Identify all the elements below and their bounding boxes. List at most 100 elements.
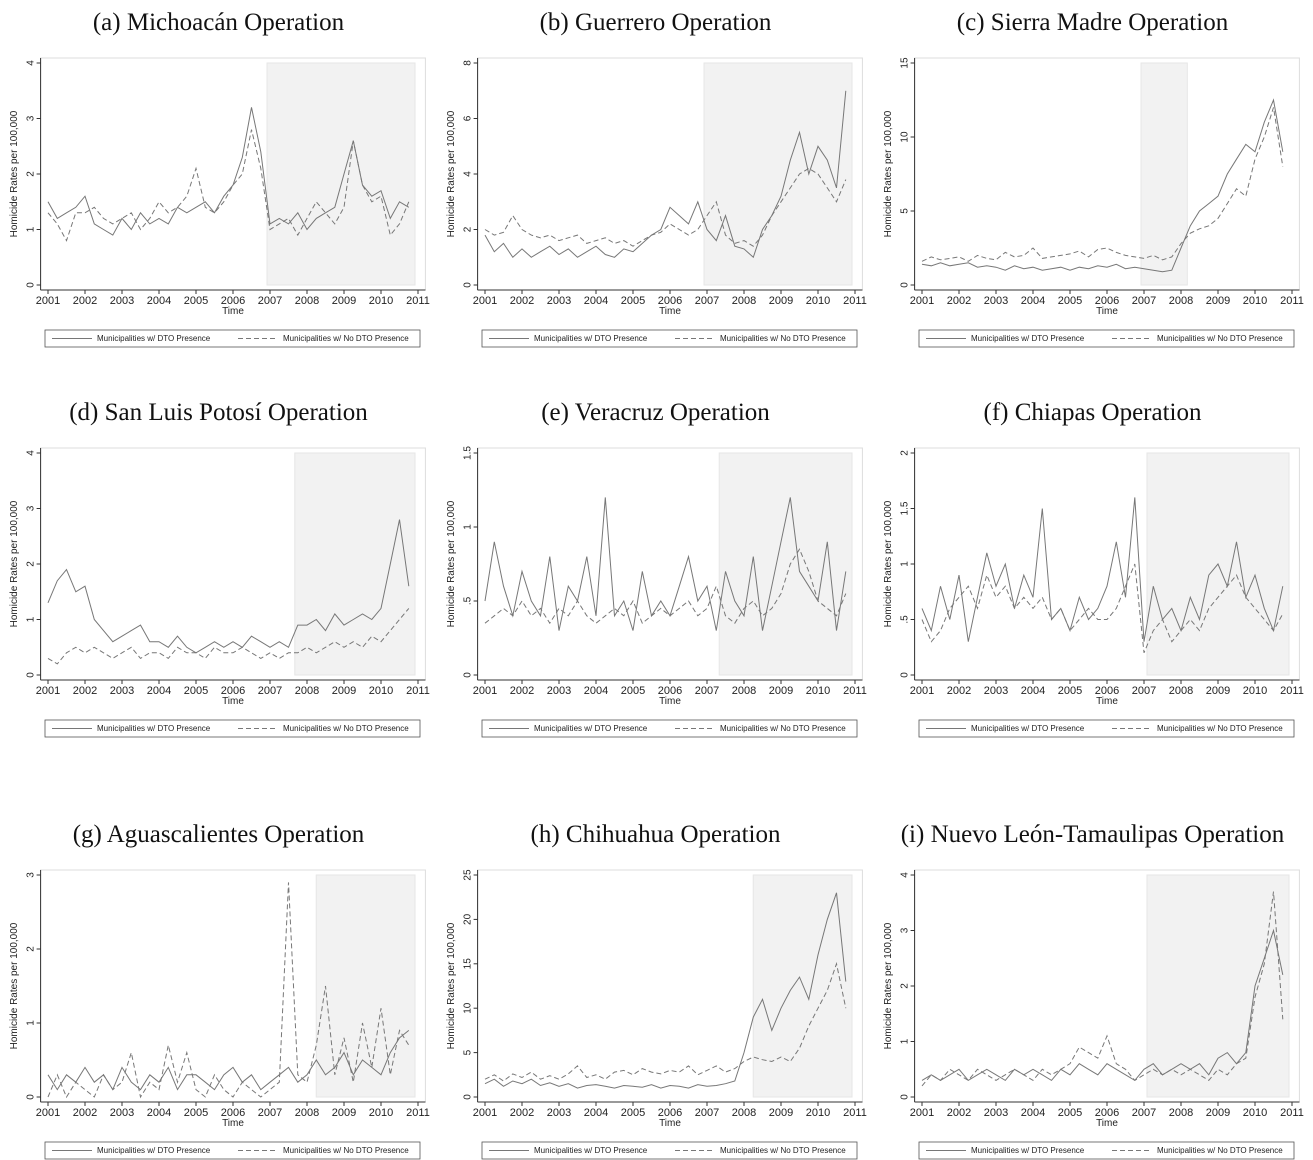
plot-frame [914,57,1300,291]
chart-panel: 0 .5 1 1.5 2001 2002 2003 2004 2005 2006 2007 2008 2… [437,390,874,738]
x-tick-label: 2007 [1132,295,1156,307]
x-tick-label: 2006 [221,295,245,307]
legend-label: Municipalities w/ No DTO Presence [720,1146,846,1155]
x-tick-label: 2003 [110,685,134,697]
y-tick-label: 0 [26,672,37,678]
x-tick-label: 2010 [806,295,830,307]
y-tick-label: 0 [463,672,474,678]
x-tick-label: 2007 [695,295,719,307]
y-axis-title: Homicide Rates per 100,000 [446,110,457,237]
legend-label: Municipalities w/ DTO Presence [534,334,648,343]
series-line [921,497,1284,642]
x-tick-label: 2003 [547,685,571,697]
chart-panel: 0 1 2 3 4 2001 2002 2003 2004 2005 2006 2007 2008 200… [0,390,437,738]
x-tick-label: 2011 [406,685,430,697]
x-tick-label: 2001 [36,1107,60,1119]
chart-title: (h) Chihuahua Operation [530,821,781,848]
shaded-period [752,874,853,1098]
legend-label: Municipalities w/ No DTO Presence [1157,1146,1283,1155]
x-tick-label: 2010 [806,685,830,697]
y-tick-label: 1.5 [900,501,911,515]
x-tick-label: 2002 [73,295,97,307]
series-line [484,548,847,625]
chart-title-box: (g) Aguascalientes Operation [10,812,427,850]
x-tick-label: 2009 [769,295,793,307]
chart-panel: 0 1 2 3 2001 2002 2003 2004 2005 2006 2007 2008 2009… [0,812,437,1160]
legend-label: Municipalities w/ DTO Presence [97,334,211,343]
chart: 0 2 4 6 8 2001 2002 2003 2004 2005 2006 2007 2008 200… [446,57,867,348]
x-tick-label: 2008 [732,685,756,697]
y-tick-label: 6 [463,115,474,121]
x-tick-label: 2006 [221,1107,245,1119]
x-tick-label: 2011 [406,295,430,307]
x-tick-label: 2002 [510,1107,534,1119]
x-tick-label: 2007 [1132,1107,1156,1119]
x-tick-label: 2009 [1206,685,1230,697]
series-line [484,497,847,631]
x-tick-label: 2010 [1243,295,1267,307]
y-tick-label: 0 [900,282,911,288]
series-line [47,519,410,654]
x-tick-label: 2004 [147,685,171,697]
series-line [921,107,1284,262]
y-axis-title: Homicide Rates per 100,000 [9,922,20,1049]
series-line [484,961,847,1082]
x-tick-label: 2002 [73,685,97,697]
y-tick-label: 5 [900,208,911,214]
x-tick-label: 2006 [658,295,682,307]
x-tick-label: 2010 [806,1107,830,1119]
x-tick-label: 2004 [584,685,608,697]
legend-box [481,329,858,348]
x-tick-label: 2011 [1280,295,1304,307]
x-tick-label: 2004 [1021,295,1045,307]
x-tick-label: 2007 [258,685,282,697]
x-tick-label: 2010 [1243,1107,1267,1119]
x-tick-label: 2001 [473,685,497,697]
y-axis-title: Homicide Rates per 100,000 [883,110,894,237]
chart: 0 1 2 3 4 2001 2002 2003 2004 2005 2006 2007 2008 200… [9,57,430,348]
x-tick-label: 2008 [1169,1107,1193,1119]
series-line [921,98,1284,273]
x-tick-label: 2008 [295,1107,319,1119]
x-tick-label: 2008 [732,1107,756,1119]
x-tick-label: 2009 [769,685,793,697]
chart-panel: 0 5 10 15 20 25 2001 2002 2003 2004 2005 2006 2007 20… [437,812,874,1160]
x-tick-label: 2010 [369,685,393,697]
series-line [47,129,410,242]
legend-box [918,329,1295,348]
y-tick-label: 5 [463,1049,474,1055]
chart: 0 5 10 15 2001 2002 2003 2004 2005 2006 2007 2008 20… [883,57,1304,348]
x-tick-label: 2001 [473,1107,497,1119]
shaded-period [703,62,853,286]
x-tick-label: 2002 [510,685,534,697]
legend-label: Municipalities w/ No DTO Presence [1157,334,1283,343]
y-tick-label: 4 [26,60,37,66]
x-tick-label: 2002 [947,295,971,307]
y-tick-label: 2 [463,226,474,232]
x-tick-label: 2005 [1058,295,1082,307]
x-tick-label: 2007 [1132,685,1156,697]
y-tick-label: 25 [463,869,474,881]
chart-title-box: (a) Michoacán Operation [10,0,427,38]
y-axis-title: Homicide Rates per 100,000 [446,922,457,1049]
y-tick-label: 3 [900,927,911,933]
y-axis-title: Homicide Rates per 100,000 [883,922,894,1049]
chart-title-box: (d) San Luis Potosí Operation [10,390,427,428]
x-tick-label: 2005 [621,1107,645,1119]
x-axis-title: Time [222,1118,244,1129]
x-tick-label: 2002 [510,295,534,307]
y-tick-label: 0 [463,1094,474,1100]
x-tick-label: 2010 [1243,685,1267,697]
legend-label: Municipalities w/ DTO Presence [534,1146,648,1155]
x-axis-title: Time [659,1118,681,1129]
y-axis-title: Homicide Rates per 100,000 [883,500,894,627]
x-tick-label: 2005 [1058,685,1082,697]
y-tick-label: 3 [26,115,37,121]
chart-panel: 0 2 4 6 8 2001 2002 2003 2004 2005 2006 2007 2008 200… [437,0,874,348]
x-tick-label: 2008 [1169,685,1193,697]
x-tick-label: 2009 [1206,1107,1230,1119]
x-axis-title: Time [1096,306,1118,317]
x-tick-label: 2006 [1095,1107,1119,1119]
x-tick-label: 2006 [658,685,682,697]
x-tick-label: 2006 [1095,295,1119,307]
